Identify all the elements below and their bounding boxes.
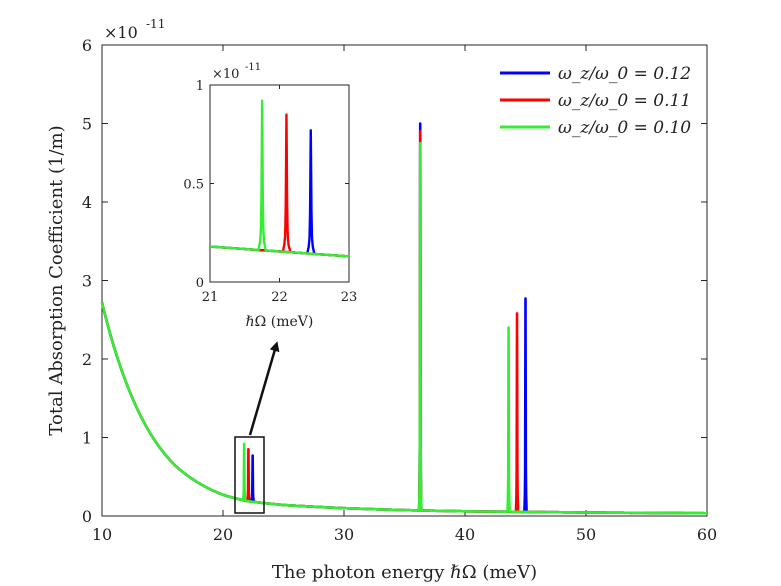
main-x-tick-label: 40 (455, 525, 475, 544)
main-series-line (100, 141, 708, 515)
inset-ticks: 21 22 23 0 0.5 1 (183, 79, 357, 305)
main-y-tick-label: 4 (82, 193, 92, 212)
zoom-arrow (248, 341, 280, 436)
legend-entries: ω_z/ω_0 = 0.12 ω_z/ω_0 = 0.11 ω_z/ω_0 = 0.… (500, 64, 691, 138)
inset-y-tick-label: 0 (196, 276, 204, 291)
main-y-tick-label: 1 (82, 429, 92, 448)
main-y-tick-label: 3 (82, 272, 92, 291)
main-x-tick-label: 30 (334, 525, 354, 544)
main-x-tick-label: 50 (576, 525, 596, 544)
main-x-tick-label: 10 (92, 525, 112, 544)
inset-x-tick-label: 21 (202, 290, 219, 305)
inset-series-line (209, 99, 350, 258)
inset-y-exponent-power: -11 (245, 62, 261, 73)
inset-y-tick-label: 0.5 (183, 178, 204, 193)
main-series-lines (100, 122, 708, 515)
main-y-tick-label: 6 (82, 36, 92, 55)
main-x-axis-title: The photon energy ℏΩ (meV) (272, 562, 537, 583)
inset-series-lines (209, 99, 350, 258)
legend-label: ω_z/ω_0 = 0.12 (558, 64, 691, 84)
inset-x-tick-label: 22 (271, 290, 288, 305)
main-y-tick-label: 5 (82, 115, 92, 134)
main-y-exponent-power: -11 (146, 17, 165, 31)
inset-x-axis-title: ℏΩ (meV) (246, 314, 314, 330)
main-y-tick-label: 0 (82, 507, 92, 526)
main-y-tick-label: 2 (82, 350, 92, 369)
main-y-exponent-base: ×10 (104, 23, 138, 42)
inset-y-exponent-base: ×10 (212, 67, 239, 82)
inset-x-tick-label: 23 (341, 290, 358, 305)
zoom-annotation-box (234, 436, 265, 514)
legend: ω_z/ω_0 = 0.12 ω_z/ω_0 = 0.11 ω_z/ω_0 = 0.… (494, 58, 698, 148)
inset-y-tick-label: 1 (196, 79, 204, 94)
main-x-tick-label: 60 (697, 525, 717, 544)
main-x-tick-label: 20 (213, 525, 233, 544)
legend-label: ω_z/ω_0 = 0.10 (558, 118, 691, 138)
legend-label: ω_z/ω_0 = 0.11 (558, 91, 691, 111)
main-y-axis-title: Total Absorption Coefficient (1/m) (46, 125, 67, 435)
inset-plot-area: 21 22 23 0 0.5 1 ×10 -11 ℏΩ (meV) (183, 62, 357, 330)
